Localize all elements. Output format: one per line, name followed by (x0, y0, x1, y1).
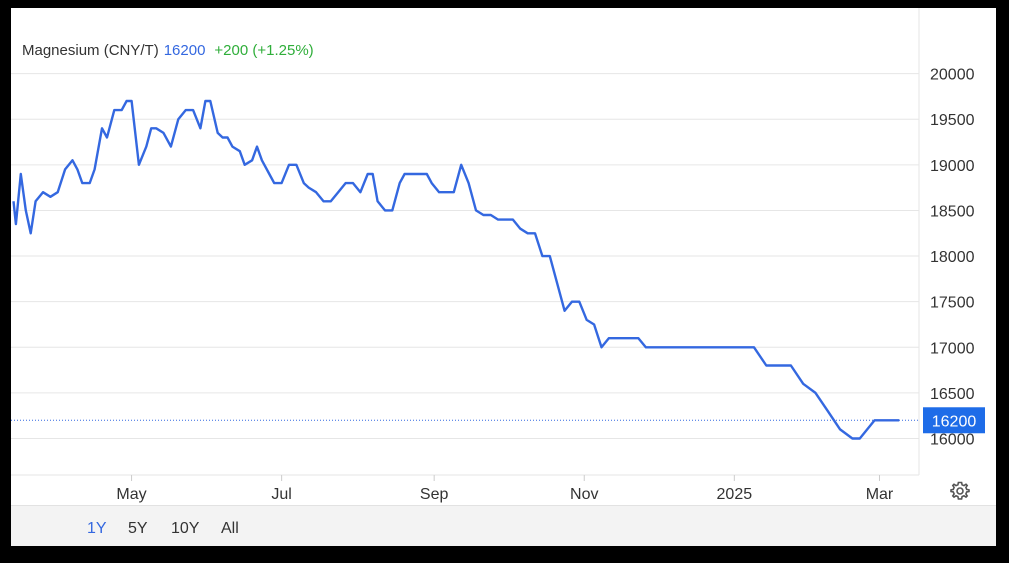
range-1y-button[interactable]: 1Y (87, 520, 107, 537)
chart-area: 20000 19500 19000 18500 18000 17500 17000 16500… (11, 8, 985, 503)
y-tick-label: 18500 (930, 203, 975, 220)
y-tick-label: 16000 (930, 432, 975, 449)
y-tick-label: 18000 (930, 249, 975, 266)
grid (11, 8, 920, 476)
last-price-tag (923, 407, 985, 434)
price-change: +200 (+1.25%) (214, 42, 314, 59)
chart-legend: Magnesium (CNY/T) 16200 +200 (+1.25%) (22, 42, 314, 59)
x-tick-label: May (116, 486, 146, 503)
x-tick-label: Sep (420, 486, 449, 503)
range-10y-button[interactable]: 10Y (171, 520, 200, 537)
y-tick-label: 20000 (930, 67, 975, 84)
series-line-layer (11, 99, 919, 440)
range-all-button[interactable]: All (221, 520, 239, 537)
x-tick-label: Nov (570, 486, 598, 503)
y-tick-label: 19000 (930, 158, 975, 175)
price-series-line (12, 99, 900, 440)
x-axis: May Jul Sep Nov 2025 Mar (116, 475, 894, 503)
y-axis: 20000 19500 19000 18500 18000 17500 17000 16500… (923, 67, 985, 449)
instrument-name: Magnesium (CNY/T) (22, 42, 159, 59)
chart-widget: 20000 19500 19000 18500 18000 17500 17000 16500… (11, 8, 996, 546)
last-price-tag-label: 16200 (932, 413, 977, 430)
range-selector-bar: 1Y 5Y 10Y All (11, 505, 996, 546)
range-5y-button[interactable]: 5Y (128, 520, 148, 537)
gear-icon[interactable] (949, 480, 971, 502)
y-tick-label: 17500 (930, 295, 975, 312)
x-tick-label: 2025 (717, 486, 753, 503)
current-price: 16200 (163, 42, 206, 59)
y-tick-label: 17000 (930, 340, 975, 357)
x-tick-label: Jul (271, 486, 291, 503)
y-tick-label: 16500 (930, 386, 975, 403)
y-tick-label: 19500 (930, 112, 975, 129)
x-tick-label: Mar (866, 486, 894, 503)
